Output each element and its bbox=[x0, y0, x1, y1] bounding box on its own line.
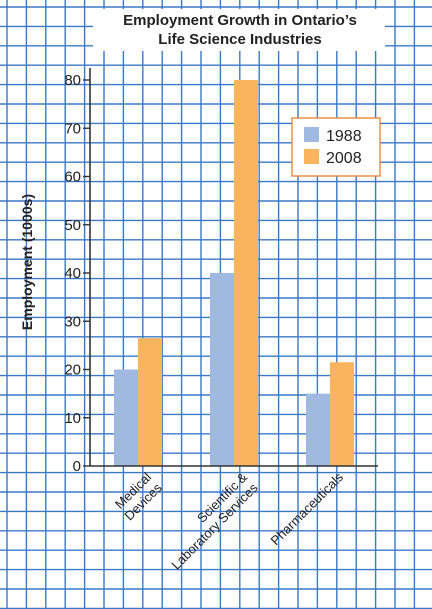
x-category-label: Pharmaceuticals bbox=[268, 469, 347, 548]
y-axis-label: Employment (1000s) bbox=[19, 194, 35, 330]
chart-title-line-1: Employment Growth in Ontario’s bbox=[123, 12, 357, 29]
y-tick-label: 20 bbox=[64, 362, 81, 379]
legend: 1988 2008 bbox=[291, 117, 381, 177]
legend-swatch-1988 bbox=[304, 127, 319, 142]
legend-swatch-2008 bbox=[304, 149, 319, 164]
y-tick-label: 10 bbox=[64, 410, 81, 427]
bar-1988-2 bbox=[306, 393, 330, 466]
bars bbox=[114, 80, 354, 466]
chart-title-line-2: Life Science Industries bbox=[158, 31, 321, 48]
bar-1988-1 bbox=[210, 273, 234, 466]
legend-label-2008: 2008 bbox=[326, 150, 362, 167]
y-tick-label: 30 bbox=[64, 313, 81, 330]
y-tick-label: 80 bbox=[64, 72, 81, 89]
bar-2008-1 bbox=[234, 80, 258, 466]
x-category-label: MedicalDevices bbox=[111, 469, 165, 523]
x-category-label: Scientific &Laboratory Services bbox=[158, 469, 261, 572]
y-tick-label: 40 bbox=[64, 265, 81, 282]
legend-label-1988: 1988 bbox=[326, 128, 362, 145]
bar-2008-0 bbox=[138, 338, 162, 466]
y-tick-label: 60 bbox=[64, 169, 81, 186]
bar-2008-2 bbox=[330, 362, 354, 466]
x-category-labels: MedicalDevices Scientific &Laboratory Ser… bbox=[111, 469, 347, 572]
axes bbox=[83, 68, 378, 467]
y-tick-label: 70 bbox=[64, 120, 81, 137]
y-tick-labels: 0 10 20 30 40 50 60 70 80 bbox=[64, 72, 81, 475]
legend-box bbox=[291, 117, 381, 177]
title-background bbox=[93, 9, 385, 51]
bar-1988-0 bbox=[114, 369, 138, 466]
y-tick-label: 50 bbox=[64, 217, 81, 234]
y-tick-label: 0 bbox=[73, 458, 81, 475]
